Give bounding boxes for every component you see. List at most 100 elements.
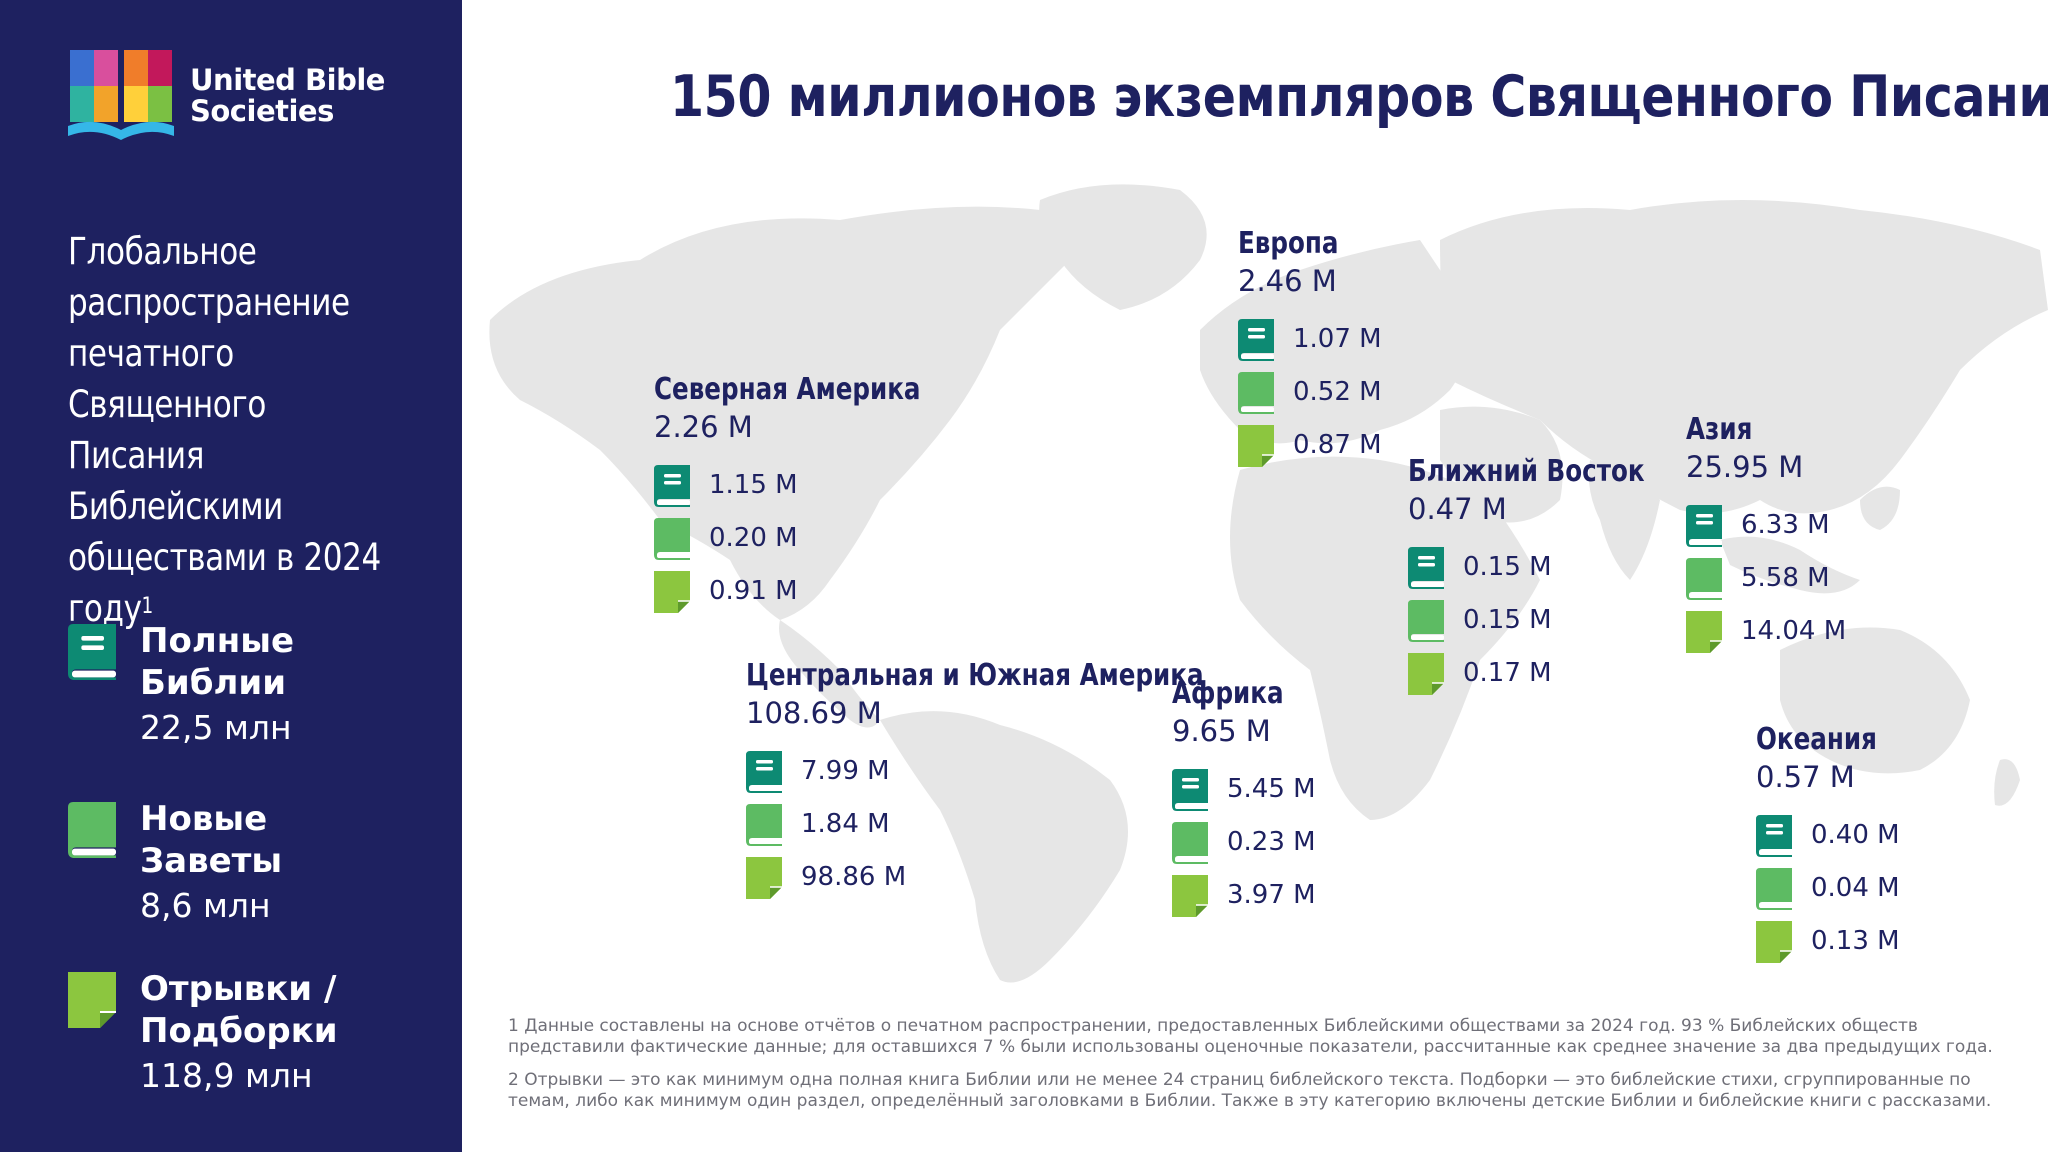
stat-value: 0.23 M <box>1227 827 1316 857</box>
stat-value: 5.45 M <box>1227 774 1316 804</box>
footnote-1: 1 Данные составлены на основе отчётов о … <box>508 1016 1993 1057</box>
portion-icon <box>654 571 690 613</box>
region-total: 0.57 M <box>1756 760 1855 794</box>
footnote-ref: 1 <box>141 594 154 619</box>
portion-icon <box>1686 611 1722 653</box>
stat-value: 0.17 M <box>1463 658 1552 688</box>
ubs-logo-icon <box>68 50 174 140</box>
legend-value: 118,9 млн <box>140 1056 313 1095</box>
region-latin-america: Центральная и Южная Америка 108.69 M 7.9… <box>746 658 1304 910</box>
new-testament-icon <box>1172 822 1208 864</box>
footnotes: 1 Данные составлены на основе отчётов о … <box>508 1016 2008 1124</box>
region-name: Центральная и Южная Америка <box>746 658 1204 693</box>
stat-value: 0.20 M <box>709 523 798 553</box>
region-name: Европа <box>1238 226 1339 261</box>
region-north-america: Северная Америка 2.26 M 1.15 M 0.20 M 0.… <box>654 372 979 624</box>
sidebar: United Bible Societies Глобальное распро… <box>0 0 462 1152</box>
full-bible-icon <box>68 624 116 680</box>
full-bible-icon <box>1686 505 1722 547</box>
stat-value: 0.13 M <box>1811 926 1900 956</box>
stat-full-bibles: 6.33 M <box>1686 505 1830 558</box>
stat-full-bibles: 1.07 M <box>1238 319 1382 372</box>
region-total: 2.26 M <box>654 410 753 444</box>
region-name: Азия <box>1686 412 1753 447</box>
region-asia: Азия 25.95 M 6.33 M 5.58 M 14.04 M <box>1686 412 1846 664</box>
sidebar-subtitle: Глобальное распространение печатного Свя… <box>68 230 381 630</box>
stat-full-bibles: 7.99 M <box>746 751 1304 804</box>
new-testament-icon <box>1686 558 1722 600</box>
stat-new-testaments: 1.84 M <box>746 804 1304 857</box>
full-bible-icon <box>746 751 782 793</box>
stat-full-bibles: 0.40 M <box>1756 815 1903 868</box>
stat-value: 98.86 M <box>801 862 907 892</box>
stat-value: 3.97 M <box>1227 880 1316 910</box>
stat-portions: 3.97 M <box>1172 875 1316 928</box>
region-total: 0.47 M <box>1408 492 1507 526</box>
stat-portions: 0.91 M <box>654 571 979 624</box>
stat-new-testaments: 0.52 M <box>1238 372 1382 425</box>
new-testament-icon <box>654 518 690 560</box>
stat-value: 14.04 M <box>1741 616 1847 646</box>
stat-new-testaments: 0.23 M <box>1172 822 1316 875</box>
legend-name: Отрывки / Подборки <box>140 969 338 1051</box>
stat-portions: 14.04 M <box>1686 611 1846 664</box>
legend-value: 22,5 млн <box>140 708 292 747</box>
legend-name: Полные Библии <box>140 621 295 703</box>
stat-value: 0.87 M <box>1293 430 1382 460</box>
region-middle-east: Ближний Восток 0.47 M 0.15 M 0.15 M 0.17… <box>1408 454 1697 706</box>
stat-value: 6.33 M <box>1741 510 1830 540</box>
new-testament-icon <box>1238 372 1274 414</box>
region-africa: Африка 9.65 M 5.45 M 0.23 M 3.97 M <box>1172 676 1316 928</box>
portion-icon <box>68 972 116 1028</box>
region-name: Ближний Восток <box>1408 454 1645 489</box>
stat-value: 0.15 M <box>1463 605 1552 635</box>
stat-value: 1.07 M <box>1293 324 1382 354</box>
region-total: 9.65 M <box>1172 714 1271 748</box>
portion-icon <box>1172 875 1208 917</box>
stat-portions: 0.17 M <box>1408 653 1697 706</box>
portion-icon <box>1238 425 1274 467</box>
full-bible-icon <box>1756 815 1792 857</box>
region-europe: Европа 2.46 M 1.07 M 0.52 M 0.87 M <box>1238 226 1382 478</box>
legend-value: 8,6 млн <box>140 886 271 925</box>
stat-new-testaments: 0.20 M <box>654 518 979 571</box>
stat-value: 1.15 M <box>709 470 798 500</box>
full-bible-icon <box>1408 547 1444 589</box>
new-testament-icon <box>68 802 116 858</box>
portion-icon <box>1408 653 1444 695</box>
region-total: 108.69 M <box>746 696 882 730</box>
portion-icon <box>746 857 782 899</box>
region-name: Африка <box>1172 676 1284 711</box>
stat-value: 0.04 M <box>1811 873 1900 903</box>
new-testament-icon <box>746 804 782 846</box>
stat-value: 0.91 M <box>709 576 798 606</box>
stat-value: 5.58 M <box>1741 563 1830 593</box>
stat-full-bibles: 1.15 M <box>654 465 979 518</box>
region-total: 25.95 M <box>1686 450 1804 484</box>
stat-value: 7.99 M <box>801 756 890 786</box>
stat-new-testaments: 0.15 M <box>1408 600 1697 653</box>
stat-full-bibles: 0.15 M <box>1408 547 1697 600</box>
region-total: 2.46 M <box>1238 264 1337 298</box>
region-name: Океания <box>1756 722 1877 757</box>
stat-new-testaments: 5.58 M <box>1686 558 1830 611</box>
stat-portions: 0.87 M <box>1238 425 1382 478</box>
legend-name: Новые Заветы <box>140 799 283 881</box>
stat-portions: 98.86 M <box>746 857 1304 910</box>
stat-value: 0.15 M <box>1463 552 1552 582</box>
region-name: Северная Америка <box>654 372 921 407</box>
new-testament-icon <box>1756 868 1792 910</box>
region-oceania: Океания 0.57 M 0.40 M 0.04 M 0.13 M <box>1756 722 1903 974</box>
full-bible-icon <box>1172 769 1208 811</box>
world-map <box>489 184 2048 983</box>
new-testament-icon <box>1408 600 1444 642</box>
footnote-2: 2 Отрывки — это как минимум одна полная … <box>508 1070 1992 1111</box>
stat-portions: 0.13 M <box>1756 921 1903 974</box>
portion-icon <box>1756 921 1792 963</box>
brand-logo-text: United Bible Societies <box>190 63 385 128</box>
full-bible-icon <box>1238 319 1274 361</box>
full-bible-icon <box>654 465 690 507</box>
stat-value: 0.40 M <box>1811 820 1900 850</box>
stat-new-testaments: 0.04 M <box>1756 868 1903 921</box>
stat-value: 0.52 M <box>1293 377 1382 407</box>
